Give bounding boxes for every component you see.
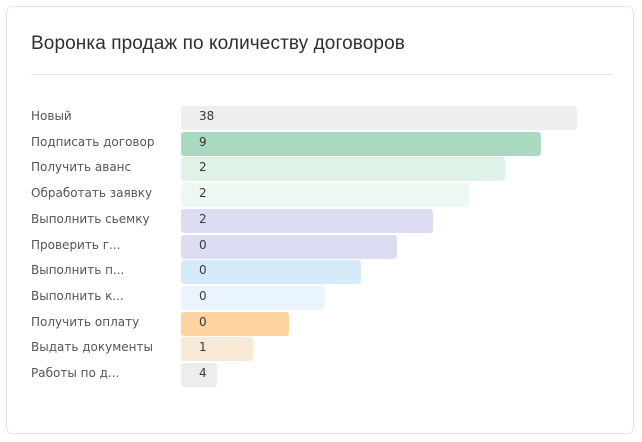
funnel-bar[interactable] xyxy=(181,285,325,310)
funnel-stage-label: Подписать договор xyxy=(31,134,155,149)
funnel-stage-label: Получить аванс xyxy=(31,160,132,175)
funnel-value: 2 xyxy=(199,211,207,226)
funnel-row[interactable]: Новый 38 xyxy=(7,106,627,130)
funnel-bar[interactable] xyxy=(181,337,253,362)
funnel-bar[interactable] xyxy=(181,234,397,259)
funnel-value: 4 xyxy=(199,366,207,380)
funnel-bar[interactable] xyxy=(181,208,433,233)
funnel-value: 2 xyxy=(199,160,207,175)
funnel-stage-label: Выполнить сьемку xyxy=(31,211,150,226)
funnel-bar[interactable] xyxy=(181,157,505,182)
funnel-value: 38 xyxy=(199,109,215,123)
funnel-row[interactable]: Получить аванс 2 xyxy=(7,157,627,182)
funnel-stage-label: Проверить г... xyxy=(31,237,121,252)
chart-title: Воронка продаж по количеству договоров xyxy=(31,33,405,54)
funnel-value: 0 xyxy=(199,237,207,252)
funnel-stage-label: Выполнить п... xyxy=(31,263,125,278)
funnel-bar[interactable] xyxy=(181,363,217,387)
funnel-bar[interactable] xyxy=(181,131,541,156)
funnel-value: 0 xyxy=(199,314,207,329)
funnel-value: 9 xyxy=(199,134,207,149)
funnel-value: 0 xyxy=(199,288,207,303)
funnel-card: Воронка продаж по количеству договоров Н… xyxy=(6,6,634,434)
funnel-stage-label: Обработать заявку xyxy=(31,186,153,201)
funnel-stage-label: Выдать документы xyxy=(31,340,153,355)
funnel-row[interactable]: Выполнить п... 0 xyxy=(7,260,627,285)
funnel-value: 2 xyxy=(199,186,207,201)
funnel-bar[interactable] xyxy=(181,183,469,208)
funnel-row[interactable]: Обработать заявку 2 xyxy=(7,183,627,208)
funnel-row[interactable]: Работы по д... 4 xyxy=(7,363,627,387)
funnel-stage-label: Новый xyxy=(31,109,72,123)
funnel-row[interactable]: Выполнить сьемку 2 xyxy=(7,208,627,233)
funnel-value: 1 xyxy=(199,340,207,355)
funnel-stage-label: Получить оплату xyxy=(31,314,140,329)
funnel-row[interactable]: Подписать договор 9 xyxy=(7,131,627,156)
funnel-bar[interactable] xyxy=(181,260,361,285)
funnel-row[interactable]: Выдать документы 1 xyxy=(7,337,627,362)
title-divider xyxy=(31,74,612,75)
funnel-stage-label: Работы по д... xyxy=(31,366,120,380)
funnel-value: 0 xyxy=(199,263,207,278)
funnel-row[interactable]: Получить оплату 0 xyxy=(7,311,627,336)
funnel-bar[interactable] xyxy=(181,106,577,130)
funnel-bar[interactable] xyxy=(181,311,289,336)
funnel-row[interactable]: Проверить г... 0 xyxy=(7,234,627,259)
funnel-stage-label: Выполнить к... xyxy=(31,288,124,303)
funnel-row[interactable]: Выполнить к... 0 xyxy=(7,285,627,310)
